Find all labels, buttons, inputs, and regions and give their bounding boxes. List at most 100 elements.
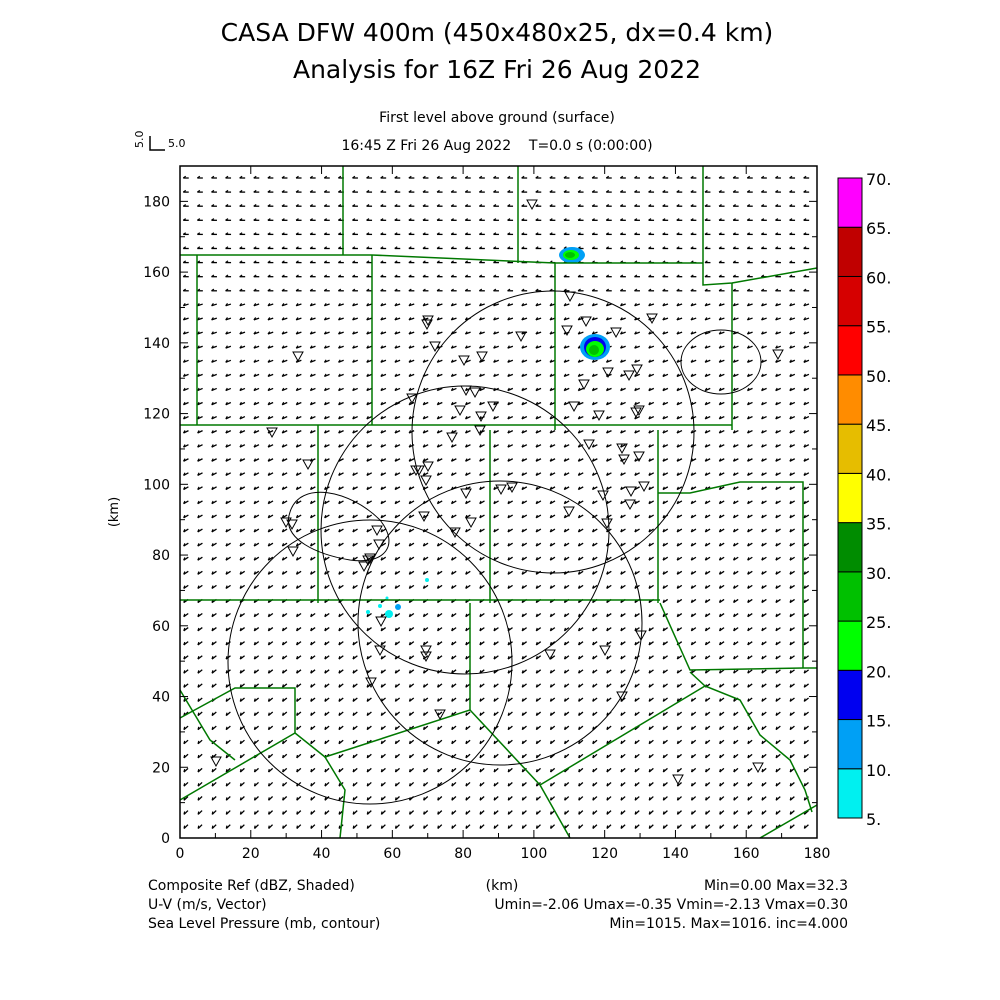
wind-vector-head (747, 627, 750, 631)
wind-vector-head (747, 543, 750, 547)
wind-vector-head (465, 430, 468, 434)
wind-vector-head (423, 825, 425, 829)
wind-vector-head (605, 331, 609, 335)
wind-vector-head (775, 458, 778, 462)
wind-vector-head (366, 204, 370, 207)
wind-vector-head (563, 274, 567, 278)
wind-vector-head (591, 303, 595, 307)
wind-vector-head (182, 175, 187, 179)
wind-vector-head (690, 331, 694, 335)
wind-vector-head (197, 797, 200, 801)
wind-vector-head (267, 656, 270, 660)
wind-vector-head (268, 811, 270, 815)
wind-vector-head (605, 246, 610, 249)
wind-vector-head (563, 401, 567, 406)
wind-vector-head (747, 797, 750, 801)
wind-vector-head (634, 345, 637, 349)
wind-vector-head (394, 726, 397, 730)
wind-vector-head (648, 232, 652, 235)
wind-vector-head (718, 288, 722, 292)
wind-vector-head (676, 274, 680, 278)
wind-vector-head (592, 641, 595, 646)
wind-vector-head (549, 274, 553, 278)
wind-vector-head (225, 331, 228, 335)
wind-vector-head (732, 359, 736, 363)
wind-vector-head (394, 472, 397, 476)
wind-vector-head (225, 486, 228, 490)
wind-vector-head (690, 232, 694, 235)
wind-vector-head (648, 274, 652, 278)
wind-vector-head (380, 260, 384, 264)
wind-vector-head (549, 331, 553, 335)
wind-vector-head (704, 232, 708, 235)
wind-vector-head (338, 415, 341, 420)
wind-vector-head (253, 698, 256, 702)
wind-vector-head (380, 528, 383, 533)
wind-vector-head (789, 684, 792, 688)
wind-vector-head (718, 528, 722, 533)
wind-vector-head (704, 656, 708, 660)
wind-vector-head (394, 641, 397, 646)
wind-vector-head (662, 444, 665, 448)
wind-vector-head (211, 472, 214, 476)
wind-vector-head (281, 274, 285, 278)
wind-vector-head (564, 740, 566, 744)
wind-vector-head (182, 274, 187, 278)
wind-vector-head (295, 613, 299, 617)
wind-vector-head (380, 204, 384, 207)
wind-vector-head (577, 303, 581, 307)
wind-vector-head (803, 458, 806, 462)
wind-vector-head (648, 331, 651, 335)
wind-vector-head (225, 557, 228, 561)
wind-vector-head (761, 670, 764, 674)
wind-vector-head (591, 232, 595, 235)
wind-vector-head (465, 754, 468, 759)
wind-vector-head (507, 543, 510, 547)
wind-vector-head (281, 288, 285, 292)
wind-vector-head (803, 430, 806, 434)
wind-vector-head (634, 387, 637, 391)
wind-vector-head (718, 246, 722, 249)
wind-vector-head (281, 444, 285, 448)
wind-vector-head (746, 303, 750, 307)
wind-vector-head (591, 458, 595, 462)
wind-vector-head (422, 345, 426, 349)
wind-vector-head (437, 740, 440, 744)
wind-vector-head (338, 783, 341, 787)
wind-vector-head (634, 246, 638, 249)
wind-vector-head (577, 430, 581, 434)
wind-vector-head (380, 246, 384, 249)
wind-vector-head (648, 557, 651, 561)
wind-vector-head (549, 415, 553, 420)
wind-vector-head (451, 684, 454, 688)
wind-vector-head (521, 458, 524, 462)
wind-vector-head (394, 740, 397, 744)
wind-vector-head (704, 514, 708, 519)
wind-vector-head (662, 288, 666, 292)
wind-vector-head (535, 656, 538, 660)
wind-vector-head (634, 543, 637, 547)
wind-vector-head (380, 189, 384, 193)
wind-vector-head (310, 543, 313, 547)
wind-vector-head (450, 260, 454, 264)
wind-vector-head (408, 768, 411, 773)
wind-vector-head (592, 797, 595, 801)
wind-vector-head (380, 656, 383, 660)
wind-vector-head (634, 670, 637, 674)
wind-vector-head (789, 189, 793, 193)
wind-vector-head (789, 204, 793, 207)
wind-vector-head (761, 373, 764, 377)
wind-vector-head (733, 698, 736, 702)
wind-vector-head (225, 175, 229, 179)
wind-vector-head (197, 232, 201, 235)
wind-vector-head (775, 613, 778, 617)
wind-vector-head (732, 514, 736, 519)
wind-vector-head (225, 246, 229, 249)
wind-vector-head (803, 345, 807, 349)
wind-vector-head (380, 415, 383, 420)
wind-vector-head (451, 585, 454, 589)
wind-vector-head (422, 627, 426, 632)
wind-vector-head (775, 641, 778, 646)
station-marker-icon (449, 527, 461, 539)
wind-vector-head (465, 585, 468, 589)
